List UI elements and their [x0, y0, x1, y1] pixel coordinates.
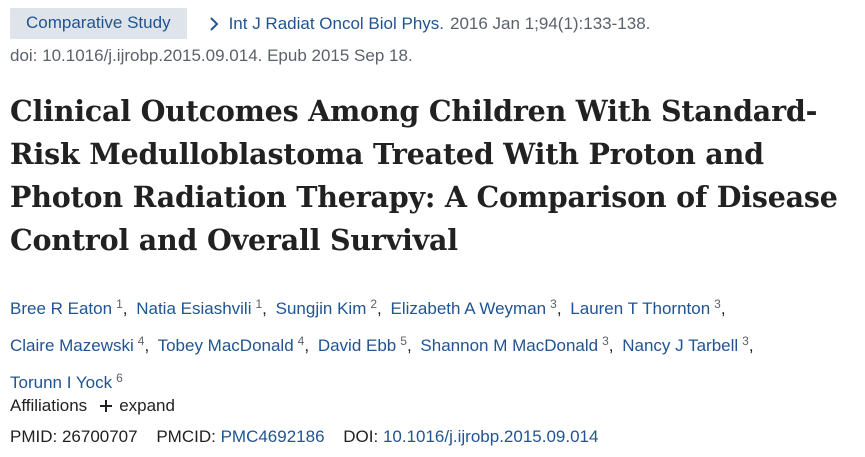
affiliation-number[interactable]: 2 [370, 297, 378, 311]
title-line: Photon Radiation Therapy: A Comparison o… [10, 180, 838, 214]
author-link[interactable]: Elizabeth A Weyman 3 [390, 297, 557, 318]
author-link[interactable]: Shannon M MacDonald 3 [420, 334, 609, 355]
affiliations-label: Affiliations [10, 396, 88, 415]
citation-text: 2016 Jan 1;94(1):133-138. [450, 13, 651, 33]
affiliation-number[interactable]: 3 [742, 334, 749, 348]
expand-affiliations-button[interactable]: expand [99, 396, 175, 416]
identifiers-row: PMID: 26700707 PMCID: PMC4692186 DOI: 10… [10, 427, 598, 447]
authors-line: Bree R Eaton 1, Natia Esiashvili 1, Sungji… [10, 297, 726, 318]
plus-icon [100, 400, 113, 412]
author-link[interactable]: Natia Esiashvili 1 [136, 297, 263, 318]
journal-link[interactable]: Int J Radiat Oncol Biol Phys. [207, 14, 444, 34]
title-line: Clinical Outcomes Among Children With St… [10, 94, 818, 128]
doi-link[interactable]: 10.1016/j.ijrobp.2015.09.014 [382, 427, 599, 446]
doi-label: DOI: [343, 427, 383, 446]
authors-line: Claire Mazewski 4, Tobey MacDonald 4, Davi… [10, 334, 754, 355]
affiliation-number[interactable]: 5 [400, 334, 407, 348]
affiliation-number[interactable]: 3 [602, 334, 609, 348]
author-link[interactable]: Lauren T Thornton 3 [570, 297, 721, 318]
author-link[interactable]: Bree R Eaton 1 [10, 297, 123, 318]
affiliation-number[interactable]: 1 [116, 297, 123, 311]
author-link[interactable]: David Ebb 5 [317, 334, 407, 355]
affiliation-number[interactable]: 4 [137, 334, 145, 348]
expand-label: expand [119, 396, 175, 415]
pmcid-link[interactable]: PMC4692186 [220, 427, 325, 446]
affiliations-row: Affiliations expand [10, 396, 175, 416]
author-link[interactable]: Sungjin Kim 2 [275, 297, 378, 318]
affiliation-number[interactable]: 3 [714, 297, 721, 311]
title-line: Control and Overall Survival [10, 223, 458, 257]
chevron-right-icon [209, 16, 218, 31]
affiliation-number[interactable]: 6 [116, 371, 123, 385]
article-type-badge: Comparative Study [10, 8, 187, 39]
article-title: Clinical Outcomes Among Children With St… [10, 90, 858, 262]
journal-name: Int J Radiat Oncol Biol Phys. [228, 13, 445, 33]
author-link[interactable]: Tobey MacDonald 4 [157, 334, 305, 355]
affiliation-number[interactable]: 3 [550, 297, 557, 311]
author-link[interactable]: Torunn I Yock 6 [10, 371, 123, 392]
authors-line: Torunn I Yock 6 [10, 362, 860, 399]
publication-info: Comparative Study Int J Radiat Oncol Bio… [10, 8, 855, 39]
affiliation-number[interactable]: 4 [297, 334, 305, 348]
pmid-value: 26700707 [61, 427, 138, 446]
doi-epub-line: doi: 10.1016/j.ijrobp.2015.09.014. Epub … [10, 46, 413, 65]
pmcid-label: PMCID: [156, 427, 221, 446]
title-line: Risk Medulloblastoma Treated With Proton… [10, 137, 764, 171]
pmid-label: PMID: [10, 427, 62, 446]
authors-list: Bree R Eaton 1, Natia Esiashvili 1, Sungji… [10, 288, 860, 399]
affiliation-number[interactable]: 1 [255, 297, 263, 311]
author-link[interactable]: Claire Mazewski 4 [10, 334, 145, 355]
author-link[interactable]: Nancy J Tarbell 3 [622, 334, 749, 355]
